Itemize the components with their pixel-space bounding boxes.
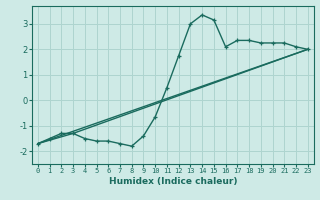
X-axis label: Humidex (Indice chaleur): Humidex (Indice chaleur) bbox=[108, 177, 237, 186]
